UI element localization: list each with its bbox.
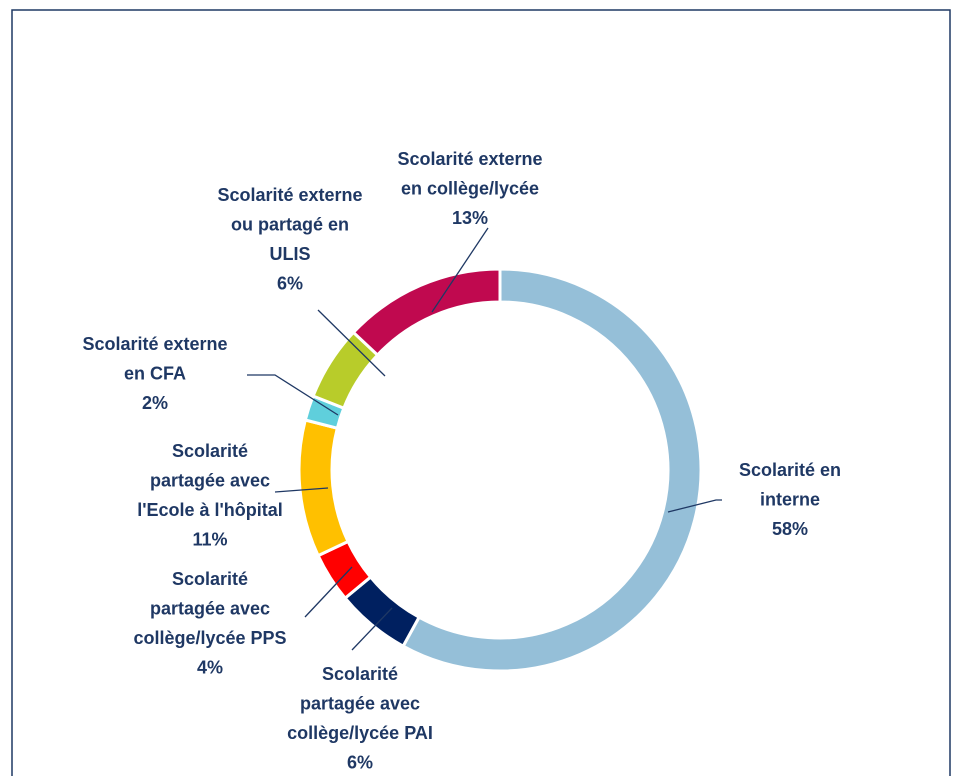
slice-label: Scolarité externe: [82, 334, 227, 354]
leader-line: [247, 374, 339, 416]
slice-label: partagée avec: [150, 598, 270, 618]
leader-line: [431, 227, 489, 313]
slice-label: l'Ecole à l'hôpital: [137, 500, 283, 520]
value-label: 13%: [452, 208, 488, 228]
slice-label: partagée avec: [300, 693, 420, 713]
slice-label: en CFA: [124, 363, 186, 383]
value-label: 58%: [772, 519, 808, 539]
value-label: 6%: [347, 752, 373, 772]
slice-label: ULIS: [269, 244, 310, 264]
slice-label: en collège/lycée: [401, 178, 539, 198]
leader-line: [304, 566, 353, 618]
leader-line: [351, 607, 393, 651]
slice-label: Scolarité: [172, 441, 248, 461]
slice-label: collège/lycée PAI: [287, 723, 433, 743]
slice-label: ou partagé en: [231, 214, 349, 234]
slice-label: Scolarité en: [739, 460, 841, 480]
slice-label: Scolarité: [172, 569, 248, 589]
slice-label: Scolarité externe: [217, 185, 362, 205]
donut-slice: [351, 267, 502, 358]
donut-slice: [401, 267, 703, 673]
slice-label: Scolarité externe: [397, 149, 542, 169]
value-label: 6%: [277, 273, 303, 293]
slice-label: interne: [760, 489, 820, 509]
slice-label: partagée avec: [150, 470, 270, 490]
leader-line: [667, 499, 722, 513]
leader-line: [317, 309, 386, 377]
value-label: 11%: [192, 529, 227, 549]
leader-line: [274, 487, 329, 493]
slice-label: collège/lycée PPS: [133, 628, 286, 648]
slice-label: Scolarité: [322, 664, 398, 684]
value-label: 4%: [197, 657, 223, 677]
value-label: 2%: [142, 393, 168, 413]
